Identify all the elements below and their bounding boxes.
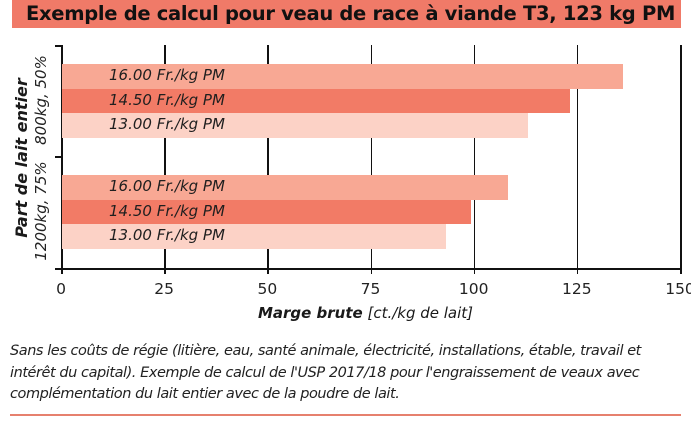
- x-axis-tick: [61, 268, 63, 274]
- y-axis-tick: [55, 156, 62, 158]
- footnote-line: complémentation du lait entier avec de l…: [10, 386, 400, 402]
- bar-label: 13.00 Fr./kg PM: [109, 226, 225, 244]
- footnote-line: intérêt du capital). Exemple de calcul d…: [10, 364, 640, 381]
- category-label-800kg: 800kg, 50%: [32, 55, 50, 145]
- footnote-line: Sans les coûts de régie (litière, eau, s…: [10, 343, 641, 359]
- x-axis-tick: [370, 268, 372, 274]
- x-axis-tick: [267, 268, 269, 274]
- gridline: [370, 45, 372, 268]
- x-axis-tick: [576, 268, 579, 274]
- chart-footnote: Sans les coûts de régie (litière, eau, s…: [10, 341, 690, 406]
- y-axis-label: Part de lait entier: [12, 78, 31, 238]
- bar: 14.50 Fr./kg PM: [62, 88, 570, 113]
- x-axis-label: Marge brute [ct./kg de lait]: [0, 304, 691, 322]
- y-axis-tick: [55, 268, 62, 270]
- x-axis-label-unit: [ct./kg de lait]: [362, 304, 474, 322]
- gridline: [164, 45, 166, 268]
- gridline: [576, 45, 579, 268]
- bar: 14.50 Fr./kg PM: [62, 199, 471, 224]
- bar-label: 16.00 Fr./kg PM: [109, 66, 225, 84]
- gridline: [473, 45, 476, 268]
- bar-label: 14.50 Fr./kg PM: [109, 201, 225, 220]
- x-tick-label: 25: [154, 280, 175, 298]
- category-label-1200kg: 1200kg, 75%: [32, 161, 50, 261]
- x-tick-label: 50: [257, 280, 278, 298]
- bar: 13.00 Fr./kg PM: [62, 224, 446, 249]
- footnote-divider: [10, 414, 681, 416]
- x-tick-label: 75: [360, 280, 381, 298]
- gridline: [267, 45, 269, 268]
- bar: 13.00 Fr./kg PM: [62, 113, 529, 138]
- x-axis-tick: [164, 268, 166, 274]
- chart-title-bar: Exemple de calcul pour veau de race à vi…: [12, 0, 681, 28]
- bar-label: 14.50 Fr./kg PM: [109, 90, 225, 109]
- x-tick-label: 0: [56, 280, 66, 298]
- x-tick-label: 100: [458, 280, 489, 298]
- bar: 16.00 Fr./kg PM: [62, 175, 508, 200]
- bar-chart: Part de lait entier 800kg, 50% 1200kg, 7…: [0, 45, 691, 322]
- bar-label: 16.00 Fr./kg PM: [109, 177, 225, 195]
- y-axis-tick: [55, 45, 62, 47]
- chart-title: Exemple de calcul pour veau de race à vi…: [26, 2, 676, 25]
- bar-label: 13.00 Fr./kg PM: [109, 115, 225, 133]
- x-axis-tick: [680, 268, 682, 274]
- x-axis-label-bold: Marge brute: [257, 304, 363, 322]
- x-tick-label: 125: [562, 280, 592, 298]
- bar: 16.00 Fr./kg PM: [62, 64, 624, 89]
- x-axis-tick: [473, 268, 476, 274]
- gridline: [680, 45, 682, 268]
- x-tick-label: 150: [665, 280, 691, 298]
